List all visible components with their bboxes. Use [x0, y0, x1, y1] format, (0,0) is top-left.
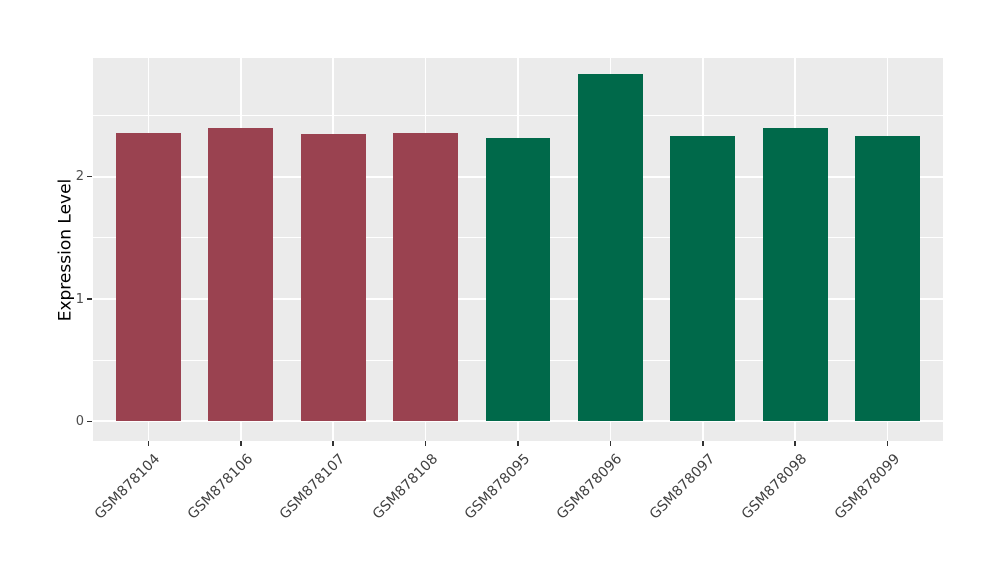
x-tick-label: GSM878096: [554, 448, 699, 523]
y-tick-label: 1: [75, 291, 84, 307]
x-tick-mark: [702, 441, 704, 446]
x-tick-mark: [240, 441, 242, 446]
bar-GSM878106: [208, 127, 274, 422]
x-tick-mark: [794, 441, 796, 446]
x-tick-mark: [886, 441, 889, 446]
y-tick-label: 0: [75, 413, 84, 429]
bar-GSM878099: [855, 136, 920, 422]
x-tick-label: GSM878099: [831, 448, 977, 523]
plot-panel: [93, 58, 943, 441]
bar-GSM878108: [393, 132, 458, 422]
y-tick-label: 2: [75, 169, 84, 185]
y-tick-mark: [87, 175, 92, 178]
x-tick-label: GSM878098: [739, 448, 884, 523]
bar-GSM878107: [300, 133, 366, 422]
bar-GSM878104: [116, 132, 181, 422]
y-axis-title: Expression Level: [55, 178, 76, 322]
x-tick-label: GSM878095: [462, 448, 607, 523]
bar-GSM878096: [578, 73, 643, 422]
x-tick-mark: [147, 441, 150, 446]
bar-GSM878097: [670, 136, 736, 422]
x-tick-mark: [609, 441, 612, 446]
x-tick-label: GSM878108: [369, 448, 515, 523]
y-tick-mark: [87, 298, 92, 300]
x-tick-label: GSM878106: [185, 448, 330, 523]
y-tick-mark: [87, 420, 92, 423]
x-tick-label: GSM878097: [646, 448, 792, 523]
x-tick-mark: [424, 441, 427, 446]
x-tick-label-text: GSM878104: [92, 451, 164, 523]
bar-GSM878095: [485, 137, 551, 422]
x-tick-mark: [332, 441, 334, 446]
bar-GSM878098: [762, 127, 828, 422]
x-tick-label: GSM878107: [277, 448, 422, 523]
x-tick-mark: [517, 441, 519, 446]
x-tick-label: GSM878104: [92, 448, 237, 523]
